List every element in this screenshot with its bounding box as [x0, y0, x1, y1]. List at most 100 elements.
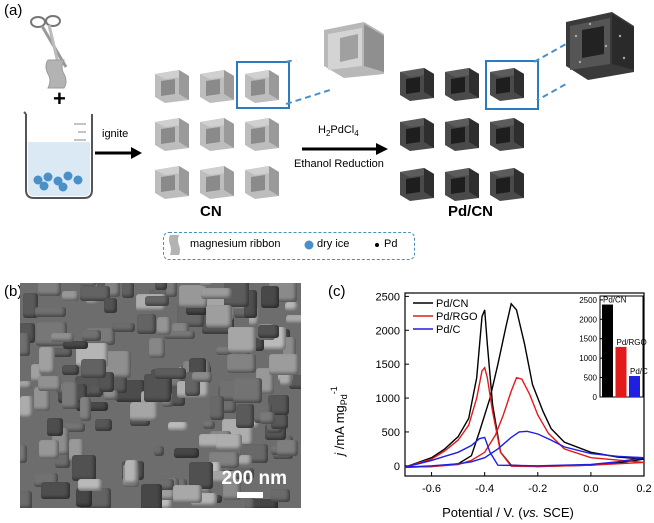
sem-particle — [81, 358, 107, 378]
pdcn-cube — [488, 114, 526, 152]
sem-particle — [104, 297, 118, 313]
cn-cube — [243, 114, 281, 152]
sem-particle — [271, 488, 290, 502]
sem-particle — [192, 371, 212, 382]
pdcn-label: Pd/CN — [448, 203, 493, 220]
sem-particle — [285, 314, 301, 324]
legend-entry: Pd/RGO — [436, 311, 478, 323]
ignite-label: ignite — [102, 128, 129, 140]
sem-particle — [259, 411, 275, 425]
sem-particle — [129, 402, 159, 421]
sem-particle — [201, 288, 232, 299]
sem-particle — [200, 283, 214, 287]
pdcn-cube — [398, 64, 436, 102]
sem-particle — [172, 485, 202, 503]
x-tick-label: 0.0 — [583, 483, 598, 495]
panel-c-label: (c) — [328, 283, 346, 300]
sem-particle — [164, 331, 196, 340]
sem-particle — [125, 460, 138, 484]
cn-label: CN — [200, 203, 222, 220]
cv-chart: j /mA mgPd-1 Potential / V. (vs. SCE) -0… — [329, 291, 652, 520]
sem-particle — [155, 368, 186, 380]
sem-particle — [244, 496, 255, 508]
x-tick-label: -0.2 — [528, 483, 547, 495]
sem-particle — [63, 422, 85, 432]
sem-particle — [20, 395, 33, 419]
sem-particle — [137, 313, 157, 335]
cn-zoom-lines — [285, 60, 331, 105]
sem-particle — [155, 283, 167, 291]
sem-particle — [188, 461, 213, 489]
inset-y-tick-label: 500 — [584, 374, 598, 383]
pdcn-cube — [488, 64, 526, 102]
y-tick-label: 1500 — [376, 359, 400, 371]
sem-particle — [82, 329, 101, 341]
sem-particle — [239, 455, 253, 466]
sem-particle — [267, 394, 289, 416]
inset-y-tick-label: 0 — [593, 393, 598, 402]
sem-particle — [38, 283, 62, 297]
sem-particle — [166, 283, 178, 297]
pdcn-cube — [443, 164, 481, 202]
inset-y-tick-label: 2000 — [579, 315, 597, 324]
ethanol-reduction-label: Ethanol Reduction — [294, 158, 384, 170]
plus-sign: + — [53, 86, 66, 111]
sem-particle — [89, 384, 104, 396]
cn-highlight-box — [236, 61, 290, 109]
legend-box — [163, 232, 415, 260]
sem-particle — [153, 445, 165, 457]
pdcn-cube — [398, 114, 436, 152]
reduction-arrow — [302, 143, 388, 155]
inset-bar — [615, 346, 627, 397]
sem-particle — [38, 439, 60, 459]
sem-particle — [261, 285, 279, 308]
sem-particle — [78, 479, 103, 492]
sem-particle — [46, 348, 72, 357]
sem-particle — [47, 418, 63, 436]
scale-label: 200 nm — [221, 468, 287, 489]
cn-cube — [198, 66, 236, 104]
sem-particle — [20, 490, 33, 508]
sem-particle — [34, 307, 66, 318]
cn-cube — [153, 114, 191, 152]
sem-particle — [235, 403, 255, 428]
cn-cube — [243, 66, 281, 104]
inset-bar-label: Pd/CN — [603, 296, 627, 305]
beaker-icon — [23, 111, 93, 199]
sem-particle — [233, 378, 263, 403]
inset-bar-label: Pd/C — [630, 367, 648, 376]
sem-particle — [75, 487, 92, 508]
sem-particle — [112, 323, 135, 332]
x-tick-label: -0.6 — [422, 483, 441, 495]
legend-pd-label: Pd — [384, 238, 398, 250]
sem-particle — [20, 333, 31, 357]
cn-cube — [153, 66, 191, 104]
sem-particle — [79, 397, 91, 421]
sem-particle — [37, 375, 61, 391]
x-axis-label: Potential / V. (vs. SCE) — [442, 505, 574, 520]
sem-particle — [79, 283, 98, 286]
cn-cube — [198, 114, 236, 152]
sem-particle — [284, 302, 299, 312]
plot-frame — [404, 292, 645, 477]
sem-particle — [150, 489, 176, 500]
sem-particle — [104, 389, 118, 400]
sem-particle — [75, 402, 108, 411]
legend-entry: Pd/C — [436, 324, 461, 336]
sem-particle — [141, 483, 163, 508]
series-line-pd-c — [404, 430, 645, 468]
sem-particle — [149, 289, 171, 299]
reagent-label: H2PdCl4 — [318, 124, 359, 139]
sem-particle — [156, 478, 174, 491]
sem-particle — [149, 337, 166, 359]
series-line-pd-cn — [404, 302, 645, 468]
sem-particle — [145, 295, 169, 307]
sem-particle — [223, 478, 242, 501]
sem-particle — [203, 420, 216, 430]
legend-ice-icon — [304, 240, 314, 250]
sem-particle — [22, 293, 38, 318]
sem-particle — [215, 346, 232, 355]
pdcn-zoom-lines — [533, 43, 567, 100]
y-tick-label: 0 — [394, 461, 400, 473]
sem-particle — [71, 454, 97, 482]
